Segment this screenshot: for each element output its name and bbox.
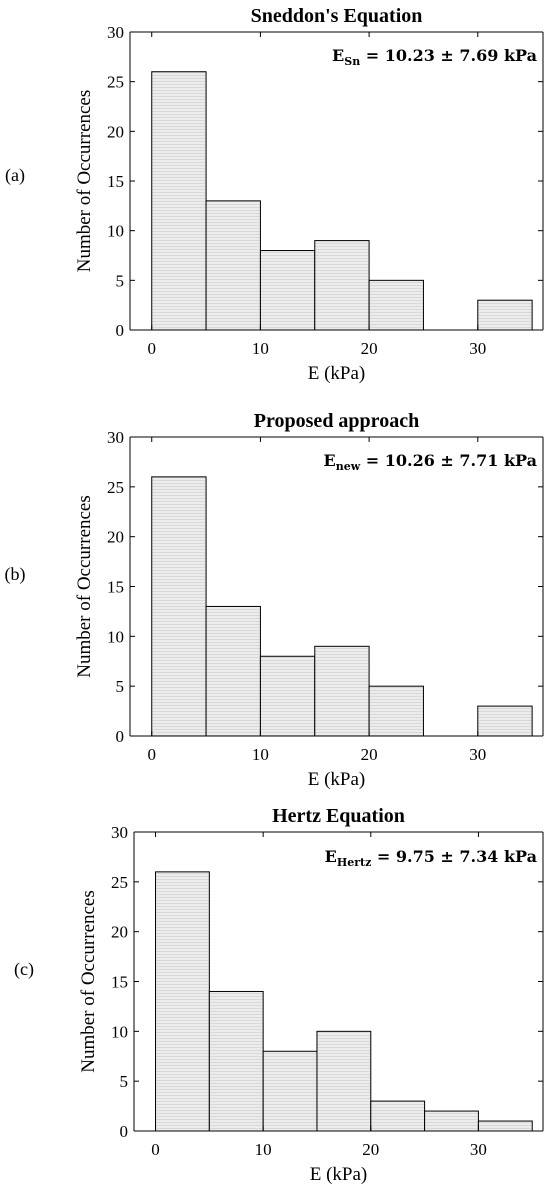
histogram-bar [151,476,207,737]
histogram-bar [259,250,316,331]
y-tick-label: 0 [116,321,125,340]
y-tick-label: 15 [107,578,124,597]
histogram-bar [316,1030,372,1132]
y-tick-label: 30 [107,23,124,42]
y-tick-label: 5 [116,271,125,290]
histogram-bar [370,1100,426,1132]
histogram-bar [477,705,533,737]
x-axis-label: E (kPa) [308,363,366,384]
x-tick-label: 20 [362,1140,379,1159]
histogram-panel-c: 0 5 10 15 20 25 30 0 10 20 30 Hertz Equation E (kPa)… [14,805,544,1185]
y-tick-label: 15 [107,172,124,191]
histogram-bar [368,685,424,737]
panel-label: (c) [14,959,34,980]
histogram-bar [368,279,424,331]
x-tick-label: 30 [469,745,486,764]
x-tick-label: 0 [151,1140,160,1159]
histogram-bar [205,200,261,331]
y-tick-label: 25 [107,478,124,497]
y-tick-label: 30 [107,428,124,447]
y-tick-label: 0 [116,727,125,746]
y-tick-label: 10 [107,222,124,241]
x-tick-label: 0 [147,339,156,358]
y-tick-label: 20 [111,923,128,942]
histogram-bar [314,240,370,331]
x-tick-label: 30 [470,1140,487,1159]
x-axis-label: E (kPa) [310,1164,368,1185]
y-tick-label: 5 [116,677,125,696]
x-tick-label: 30 [469,339,486,358]
y-tick-label: 20 [107,528,124,547]
chart-title: Sneddon's Equation [251,5,423,27]
y-tick-label: 20 [107,122,124,141]
histogram-panel-a: 0 5 10 15 20 25 30 0 10 20 30 Sneddon's Equation E (… [5,5,544,384]
y-tick-label: 30 [111,823,128,842]
y-tick-label: 0 [120,1122,129,1141]
y-tick-label: 15 [111,973,128,992]
x-tick-label: 10 [252,339,269,358]
histogram-bar [151,71,207,331]
panel-label: (a) [5,165,25,186]
histogram-bar [477,299,533,331]
x-tick-label: 10 [255,1140,272,1159]
histogram-panel-b: 0 5 10 15 20 25 30 0 10 20 30 Proposed approach E (k… [5,410,544,790]
y-tick-label: 5 [120,1072,129,1091]
y-axis-label: Number of Occurrences [74,90,95,273]
y-tick-label: 10 [111,1022,128,1041]
stat-annotation: Enew = 10.26 ± 7.71 kPa [324,451,537,473]
histogram-bar [424,1110,479,1132]
y-tick-label: 10 [107,627,124,646]
histogram-bar [314,645,370,737]
histogram-bar [477,1120,533,1132]
histogram-bar [262,1050,318,1132]
x-tick-label: 20 [361,339,378,358]
x-axis-label: E (kPa) [308,769,366,790]
histogram-bar [259,655,316,737]
y-tick-label: 25 [107,73,124,92]
x-tick-label: 10 [252,745,269,764]
y-axis-label: Number of Occurrences [74,495,95,678]
histogram-bar [208,990,264,1132]
histogram-bar [205,605,261,737]
stat-annotation: EHertz = 9.75 ± 7.34 kPa [325,847,537,869]
stat-annotation: ESn = 10.23 ± 7.69 kPa [332,46,537,68]
chart-title: Proposed approach [254,410,419,432]
x-tick-label: 0 [147,745,156,764]
panel-label: (b) [5,564,26,585]
y-tick-label: 25 [111,873,128,892]
chart-title: Hertz Equation [272,805,405,827]
x-tick-label: 20 [361,745,378,764]
y-axis-label: Number of Occurrences [78,890,99,1073]
histogram-bar [155,871,210,1132]
